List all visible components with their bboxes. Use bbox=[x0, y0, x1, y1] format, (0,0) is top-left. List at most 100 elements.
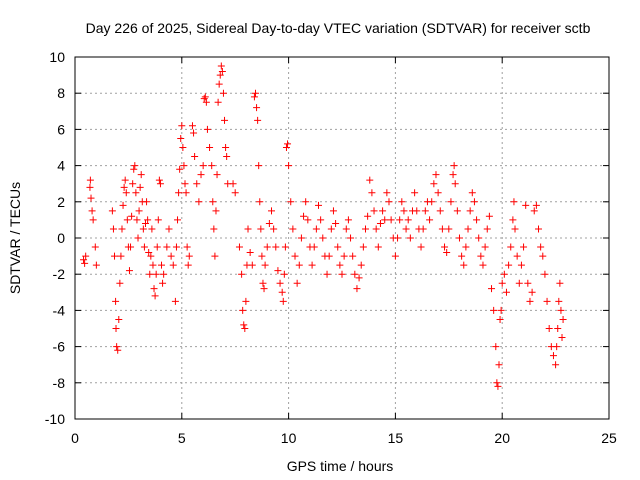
data-point bbox=[336, 261, 344, 269]
data-point bbox=[383, 189, 391, 197]
data-point bbox=[88, 207, 96, 215]
data-point bbox=[557, 306, 565, 314]
data-point bbox=[513, 252, 521, 260]
data-point bbox=[268, 207, 276, 215]
data-point bbox=[217, 62, 225, 70]
data-point bbox=[528, 288, 536, 296]
data-point bbox=[539, 252, 547, 260]
data-point bbox=[112, 325, 120, 332]
data-point bbox=[154, 216, 162, 224]
data-point bbox=[361, 225, 369, 233]
data-point bbox=[509, 216, 517, 224]
data-point bbox=[280, 270, 288, 278]
data-point bbox=[210, 225, 218, 233]
data-point bbox=[308, 261, 316, 269]
data-point bbox=[165, 225, 173, 233]
data-point bbox=[510, 198, 518, 206]
data-point bbox=[524, 279, 532, 287]
data-point bbox=[257, 225, 265, 233]
data-point bbox=[191, 153, 199, 161]
data-point bbox=[366, 176, 374, 184]
data-point bbox=[353, 285, 361, 293]
data-point bbox=[229, 180, 237, 188]
data-point bbox=[532, 201, 540, 209]
data-point bbox=[242, 297, 250, 305]
data-point bbox=[86, 183, 94, 191]
data-point bbox=[211, 252, 219, 260]
data-point bbox=[171, 297, 179, 305]
data-point bbox=[394, 234, 402, 242]
data-point bbox=[147, 252, 155, 260]
data-point bbox=[219, 89, 227, 97]
data-point bbox=[281, 243, 289, 251]
data-point bbox=[231, 189, 239, 197]
x-axis-label: GPS time / hours bbox=[287, 458, 394, 474]
data-point bbox=[289, 225, 297, 233]
data-point bbox=[558, 334, 566, 342]
data-point bbox=[146, 270, 154, 278]
data-point bbox=[497, 306, 505, 314]
data-point bbox=[213, 171, 221, 179]
data-point bbox=[134, 234, 142, 242]
data-point bbox=[500, 270, 508, 278]
data-point bbox=[255, 162, 263, 170]
x-tick-label: 25 bbox=[601, 430, 617, 446]
data-point bbox=[122, 189, 130, 197]
data-point bbox=[155, 176, 163, 184]
data-point bbox=[201, 93, 209, 101]
data-point bbox=[185, 252, 193, 260]
data-point bbox=[530, 207, 538, 215]
data-point bbox=[342, 225, 350, 233]
data-point bbox=[278, 288, 286, 296]
data-point bbox=[492, 343, 500, 351]
data-point bbox=[131, 162, 139, 170]
data-point bbox=[372, 225, 380, 233]
data-point bbox=[254, 116, 262, 124]
data-point bbox=[113, 343, 121, 351]
data-point bbox=[203, 125, 211, 133]
data-point bbox=[323, 270, 331, 278]
data-point bbox=[241, 325, 249, 332]
data-point bbox=[209, 198, 217, 206]
data-point bbox=[379, 207, 387, 215]
data-point bbox=[317, 216, 325, 224]
data-point bbox=[214, 98, 222, 106]
data-point bbox=[304, 216, 312, 224]
data-point bbox=[199, 162, 207, 170]
y-tick-label: -2 bbox=[53, 266, 66, 282]
data-point bbox=[511, 225, 519, 233]
data-point bbox=[118, 225, 126, 233]
y-tick-label: -10 bbox=[45, 411, 65, 427]
data-point bbox=[545, 325, 553, 332]
data-point bbox=[127, 243, 135, 251]
x-tick-label: 5 bbox=[178, 430, 186, 446]
data-point bbox=[174, 216, 182, 224]
data-point bbox=[248, 261, 256, 269]
data-point bbox=[404, 216, 412, 224]
data-point bbox=[141, 220, 149, 228]
data-point bbox=[387, 216, 395, 224]
data-point bbox=[139, 225, 147, 233]
data-point bbox=[494, 382, 502, 390]
data-point bbox=[176, 165, 184, 173]
data-point bbox=[359, 243, 367, 251]
data-point bbox=[495, 361, 503, 369]
data-point bbox=[458, 252, 466, 260]
data-point bbox=[310, 243, 318, 251]
data-point bbox=[108, 207, 116, 215]
data-point bbox=[159, 279, 167, 287]
data-point bbox=[253, 104, 261, 112]
data-point bbox=[481, 243, 489, 251]
data-point bbox=[143, 198, 151, 206]
data-point bbox=[81, 259, 89, 267]
data-point bbox=[193, 180, 201, 188]
data-point bbox=[258, 252, 266, 260]
data-point bbox=[114, 346, 122, 354]
data-point bbox=[285, 162, 293, 170]
data-point bbox=[167, 252, 175, 260]
data-point bbox=[332, 220, 340, 228]
data-point bbox=[552, 361, 560, 369]
y-axis-label: SDTVAR / TECUs bbox=[7, 182, 23, 294]
data-point bbox=[507, 243, 515, 251]
